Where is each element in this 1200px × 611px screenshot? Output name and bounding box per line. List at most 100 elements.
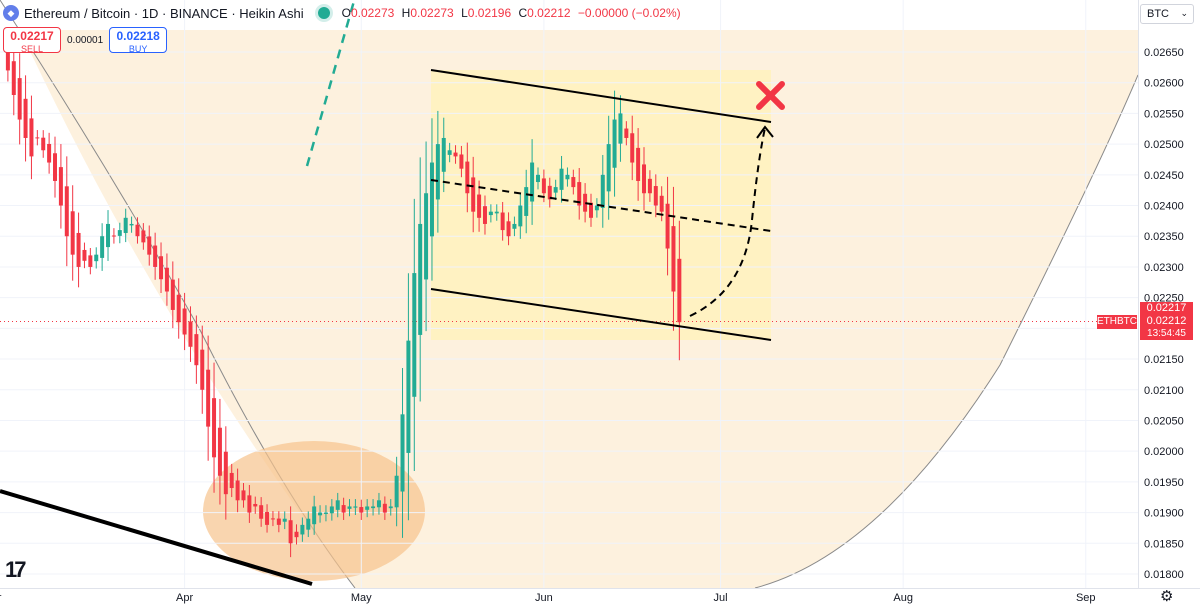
candle-body [282,518,287,522]
last-price-tag: 0.02212 [1140,315,1193,328]
candle-body [618,113,623,144]
candle-body [206,369,211,427]
candle-body [394,475,399,508]
channel-mid-line [430,179,772,232]
y-tick-label: 0.01850 [1144,538,1184,550]
tradingview-logo[interactable]: 17 [5,557,27,582]
grid [0,0,1138,588]
candle-body [47,143,52,163]
candle-body [276,518,281,525]
candle-body [353,506,358,508]
y-tick-label: 0.01900 [1144,508,1184,520]
candle-body [147,236,152,255]
support-trendline [0,489,313,586]
candle-body [406,340,411,453]
y-tick-label: 0.02450 [1144,170,1184,182]
candle-body [35,137,40,139]
chevron-down-icon: ⌄ [1180,8,1188,18]
candle-body [382,503,387,513]
projection-arrowhead [756,125,774,139]
buy-button[interactable]: 0.02218 BUY [109,27,168,54]
candle-body [170,279,175,310]
candle-body [17,78,22,120]
candle-body [5,52,10,71]
candle-body [559,168,564,190]
trade-panel: 0.02217 SELL 0.00001 0.02218 BUY [3,27,168,54]
candle-body [447,150,452,155]
gear-icon[interactable]: ⚙ [1160,588,1174,605]
chart-header: ◆ Ethereum / Bitcoin · 1D · BINANCE · He… [0,0,685,26]
time-axis[interactable]: Mar Apr May Jun Jul Aug Sep [0,592,1096,604]
candle-body [424,193,429,280]
price-axis[interactable]: 0.02650 0.02600 0.02550 0.02500 0.02450 0.024… [1144,47,1184,581]
y-tick-label: 0.02100 [1144,385,1184,397]
y-tick-label: 0.02250 [1144,293,1184,305]
candle-body [624,128,629,138]
candle-body [223,451,228,495]
candle-body [594,205,599,211]
candle-body [241,490,246,501]
market-status-icon[interactable] [317,7,330,19]
candle-body [11,61,16,95]
candle-body [294,531,299,538]
y-tick-label: 0.02050 [1144,415,1184,427]
candle-body [535,174,540,183]
countdown-tag: 13:54:45 [1140,328,1193,340]
sell-button[interactable]: 0.02217 SELL [3,27,61,54]
candle-body [530,162,535,202]
candle-body [583,193,588,212]
candle-body [453,152,458,157]
candle-body [306,518,311,530]
candle-body [235,480,240,501]
candle-body [577,182,582,206]
candle-body [82,249,87,261]
ask-price-tag: 0.02217 [1140,302,1193,315]
candle-body [677,258,682,323]
y-tick-label: 0.02350 [1144,231,1184,243]
candle-body [153,245,158,267]
candle-body [659,195,664,212]
candle-body [347,506,352,509]
candle-body [412,273,417,397]
candle-body [459,154,464,169]
candle-body [188,321,193,347]
candle-body [300,524,305,535]
y-tick-label: 0.02500 [1144,139,1184,151]
candle-body [247,495,252,513]
candle-body [76,232,81,267]
candle-body [565,174,570,180]
candle-body [265,511,270,525]
channel-top-line [430,69,772,123]
x-tick-label: Mar [0,592,2,604]
candle-body [41,137,46,151]
candle-body [376,500,381,508]
candle-body [441,137,446,172]
candle-body [429,162,434,237]
candle-body [512,223,517,229]
candle-body [553,187,558,193]
candle-body [630,133,635,163]
x-tick-label: Jul [714,592,728,604]
candle-body [329,506,334,514]
candle-body [53,153,58,181]
candle-body [312,506,317,525]
y-tick-label: 0.02150 [1144,354,1184,366]
candle-body [159,256,164,280]
candle-body [94,254,99,262]
x-tick-label: May [351,592,372,604]
candle-body [547,185,552,200]
candle-body [488,211,493,216]
candle-body [365,506,370,510]
candle-body [323,512,328,514]
symbol-title[interactable]: Ethereum / Bitcoin · 1D · BINANCE · Heik… [24,5,304,21]
candle-body [471,177,476,212]
ohlc-values: O0.02273 H0.02273 L0.02196 C0.02212 −0.0… [341,6,681,20]
candle-body [465,161,470,194]
currency-select[interactable]: BTC ⌄ [1140,4,1194,24]
candle-body [506,221,511,237]
candle-body [541,178,546,194]
spread-value: 0.00001 [67,34,104,46]
candle-body [106,223,111,248]
candle-body [665,203,670,249]
